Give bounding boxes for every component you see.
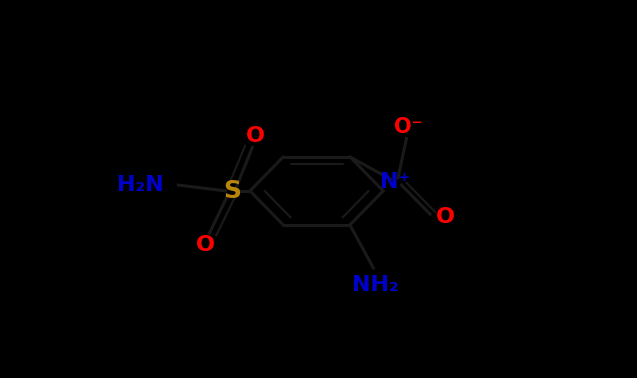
Text: O: O	[196, 235, 215, 255]
Text: NH₂: NH₂	[352, 275, 399, 295]
Text: O: O	[245, 125, 264, 146]
Text: S: S	[224, 179, 241, 203]
Text: O: O	[436, 207, 454, 227]
Text: H₂N: H₂N	[117, 175, 164, 195]
Text: O⁻: O⁻	[394, 117, 422, 137]
Text: N⁺: N⁺	[380, 172, 411, 192]
